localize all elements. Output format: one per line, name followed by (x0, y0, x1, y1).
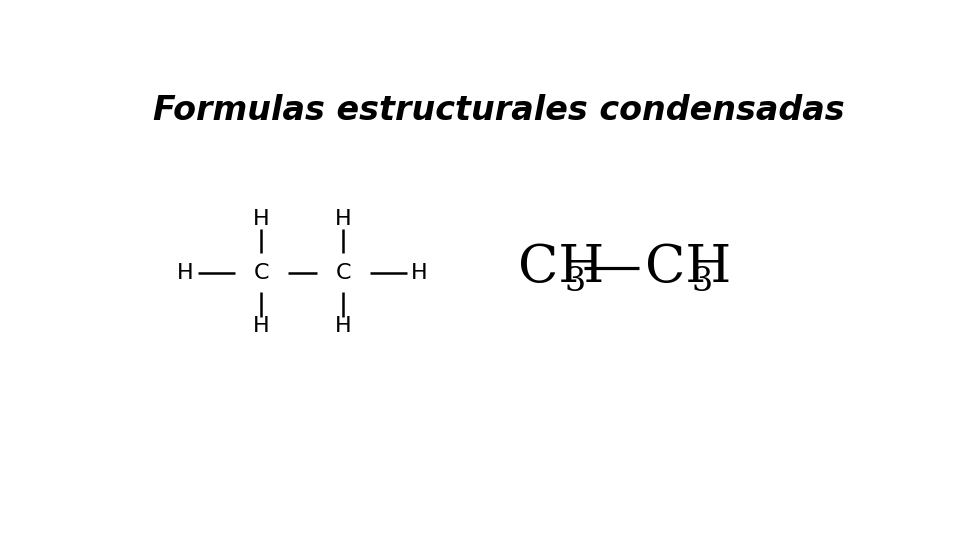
Text: 3: 3 (564, 266, 586, 298)
Text: H: H (178, 262, 194, 283)
Text: CH: CH (518, 242, 604, 293)
Text: H: H (253, 316, 270, 336)
Text: C: C (335, 262, 351, 283)
Text: H: H (335, 316, 351, 336)
Text: H: H (411, 262, 427, 283)
Text: C: C (253, 262, 269, 283)
Text: H: H (335, 209, 351, 229)
Text: Formulas estructurales condensadas: Formulas estructurales condensadas (154, 94, 845, 127)
Text: CH: CH (645, 242, 732, 293)
Text: 3: 3 (691, 266, 712, 298)
Text: H: H (253, 209, 270, 229)
